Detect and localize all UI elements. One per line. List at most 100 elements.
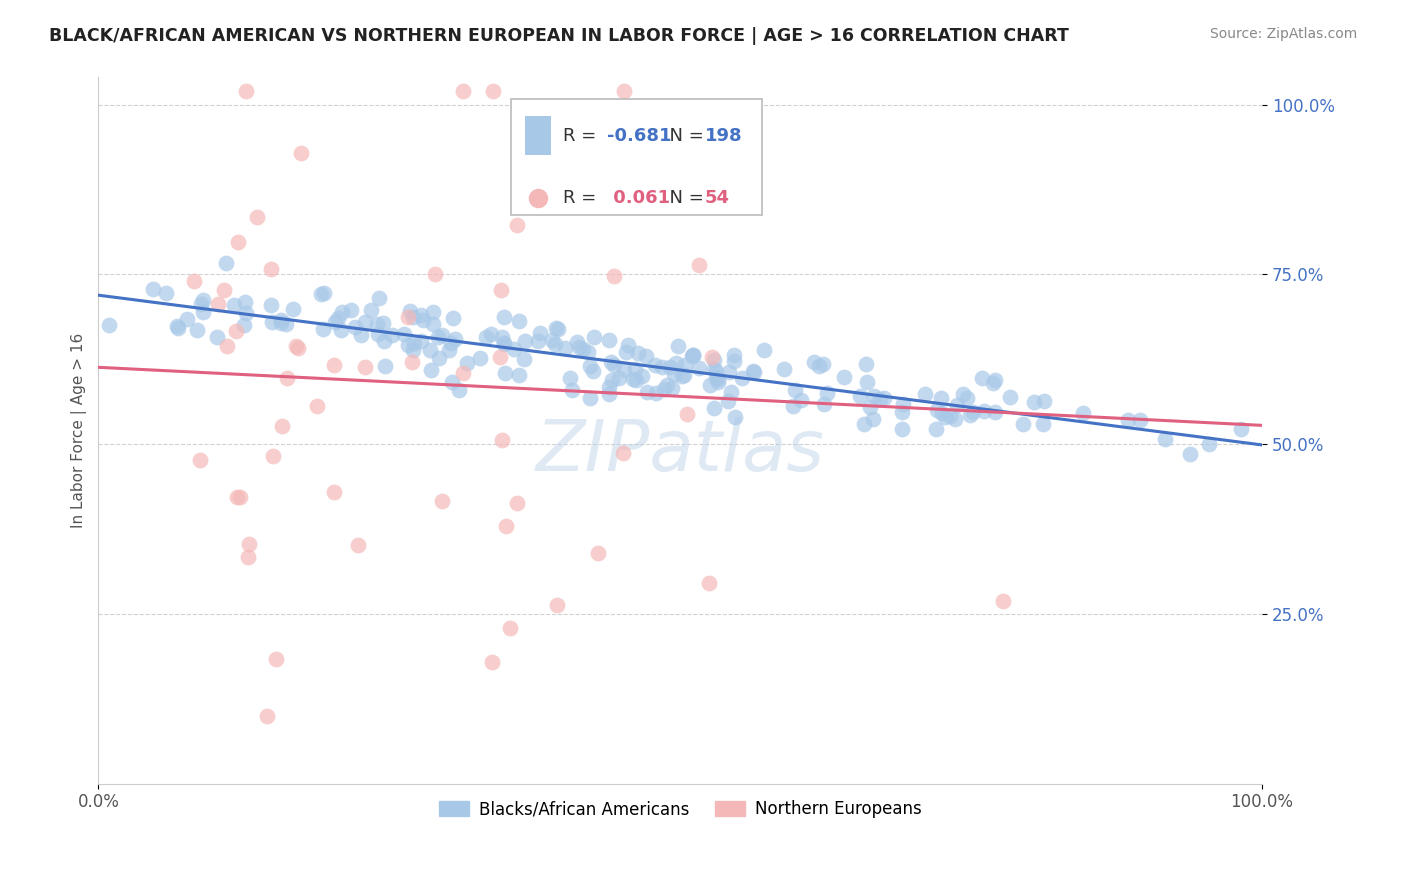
Point bbox=[602, 373, 624, 387]
Point bbox=[494, 366, 516, 380]
Point bbox=[983, 373, 1005, 387]
Point bbox=[862, 411, 884, 425]
Point bbox=[481, 655, 503, 669]
Point bbox=[662, 368, 685, 382]
Point bbox=[946, 398, 969, 412]
Point bbox=[681, 349, 703, 363]
Point bbox=[655, 377, 678, 392]
Point bbox=[392, 326, 415, 341]
Point bbox=[312, 321, 335, 335]
Point bbox=[598, 333, 620, 347]
Point bbox=[859, 401, 882, 415]
Point bbox=[586, 546, 609, 560]
Point bbox=[233, 294, 256, 309]
Point bbox=[374, 359, 396, 373]
Point bbox=[142, 281, 165, 295]
Point bbox=[704, 363, 727, 377]
Point bbox=[853, 417, 876, 431]
Point bbox=[707, 375, 730, 389]
Point bbox=[396, 338, 419, 352]
Text: 198: 198 bbox=[704, 127, 742, 145]
Point bbox=[1032, 417, 1054, 431]
Point bbox=[309, 287, 332, 301]
Point bbox=[891, 397, 914, 411]
Point bbox=[229, 490, 252, 504]
Point bbox=[420, 363, 443, 377]
Point bbox=[453, 366, 475, 380]
Point bbox=[224, 298, 246, 312]
Point bbox=[962, 405, 984, 419]
Point bbox=[494, 310, 516, 324]
Point bbox=[167, 321, 190, 335]
Point bbox=[702, 350, 724, 364]
Point bbox=[815, 385, 838, 400]
Point bbox=[717, 365, 740, 379]
Point bbox=[914, 387, 936, 401]
Point bbox=[621, 372, 644, 386]
Point bbox=[652, 383, 675, 397]
Point bbox=[508, 314, 530, 328]
Point bbox=[890, 405, 912, 419]
Point bbox=[470, 351, 492, 365]
Legend: Blacks/African Americans, Northern Europeans: Blacks/African Americans, Northern Europ… bbox=[433, 794, 928, 825]
Point bbox=[1033, 393, 1056, 408]
Point bbox=[226, 235, 249, 249]
Point bbox=[346, 538, 368, 552]
Point bbox=[207, 297, 229, 311]
Point bbox=[627, 346, 650, 360]
Point bbox=[166, 319, 188, 334]
Point bbox=[402, 336, 425, 351]
Text: BLACK/AFRICAN AMERICAN VS NORTHERN EUROPEAN IN LABOR FORCE | AGE > 16 CORRELATIO: BLACK/AFRICAN AMERICAN VS NORTHERN EUROP… bbox=[49, 27, 1069, 45]
Point bbox=[232, 318, 254, 332]
FancyBboxPatch shape bbox=[512, 99, 762, 215]
Y-axis label: In Labor Force | Age > 16: In Labor Force | Age > 16 bbox=[72, 333, 87, 528]
Point bbox=[238, 537, 260, 551]
Point bbox=[666, 339, 689, 353]
Point bbox=[236, 549, 259, 564]
Point bbox=[440, 336, 463, 351]
Point bbox=[371, 316, 394, 330]
Point bbox=[661, 382, 683, 396]
Point bbox=[811, 357, 834, 371]
Point bbox=[934, 409, 956, 424]
Point bbox=[970, 371, 993, 385]
Point bbox=[603, 358, 626, 372]
Text: Source: ZipAtlas.com: Source: ZipAtlas.com bbox=[1209, 27, 1357, 41]
Point bbox=[527, 334, 550, 348]
Text: -0.681: -0.681 bbox=[607, 127, 672, 145]
Point bbox=[630, 369, 652, 384]
Point bbox=[260, 298, 283, 312]
Point bbox=[626, 373, 648, 387]
Point bbox=[973, 404, 995, 418]
Point bbox=[354, 360, 377, 375]
Point bbox=[945, 412, 967, 426]
Point bbox=[981, 376, 1004, 390]
Point bbox=[188, 452, 211, 467]
Point bbox=[956, 391, 979, 405]
Point bbox=[183, 274, 205, 288]
Point bbox=[614, 344, 637, 359]
Point bbox=[808, 359, 831, 373]
Point bbox=[215, 256, 238, 270]
Point bbox=[489, 350, 512, 364]
Point bbox=[401, 355, 423, 369]
Point bbox=[330, 323, 353, 337]
Point bbox=[396, 310, 419, 325]
Point bbox=[682, 348, 704, 362]
Point bbox=[554, 341, 576, 355]
Point bbox=[506, 218, 529, 232]
Point bbox=[402, 310, 425, 324]
Point bbox=[344, 320, 367, 334]
Point bbox=[340, 303, 363, 318]
Point bbox=[456, 356, 478, 370]
Point bbox=[582, 329, 605, 343]
Point bbox=[717, 393, 740, 408]
Point bbox=[513, 352, 536, 367]
Point bbox=[959, 408, 981, 422]
Point bbox=[274, 317, 297, 331]
Point bbox=[688, 258, 710, 272]
Point bbox=[366, 317, 388, 331]
Point bbox=[1153, 432, 1175, 446]
Point bbox=[855, 358, 877, 372]
Point bbox=[502, 342, 524, 356]
